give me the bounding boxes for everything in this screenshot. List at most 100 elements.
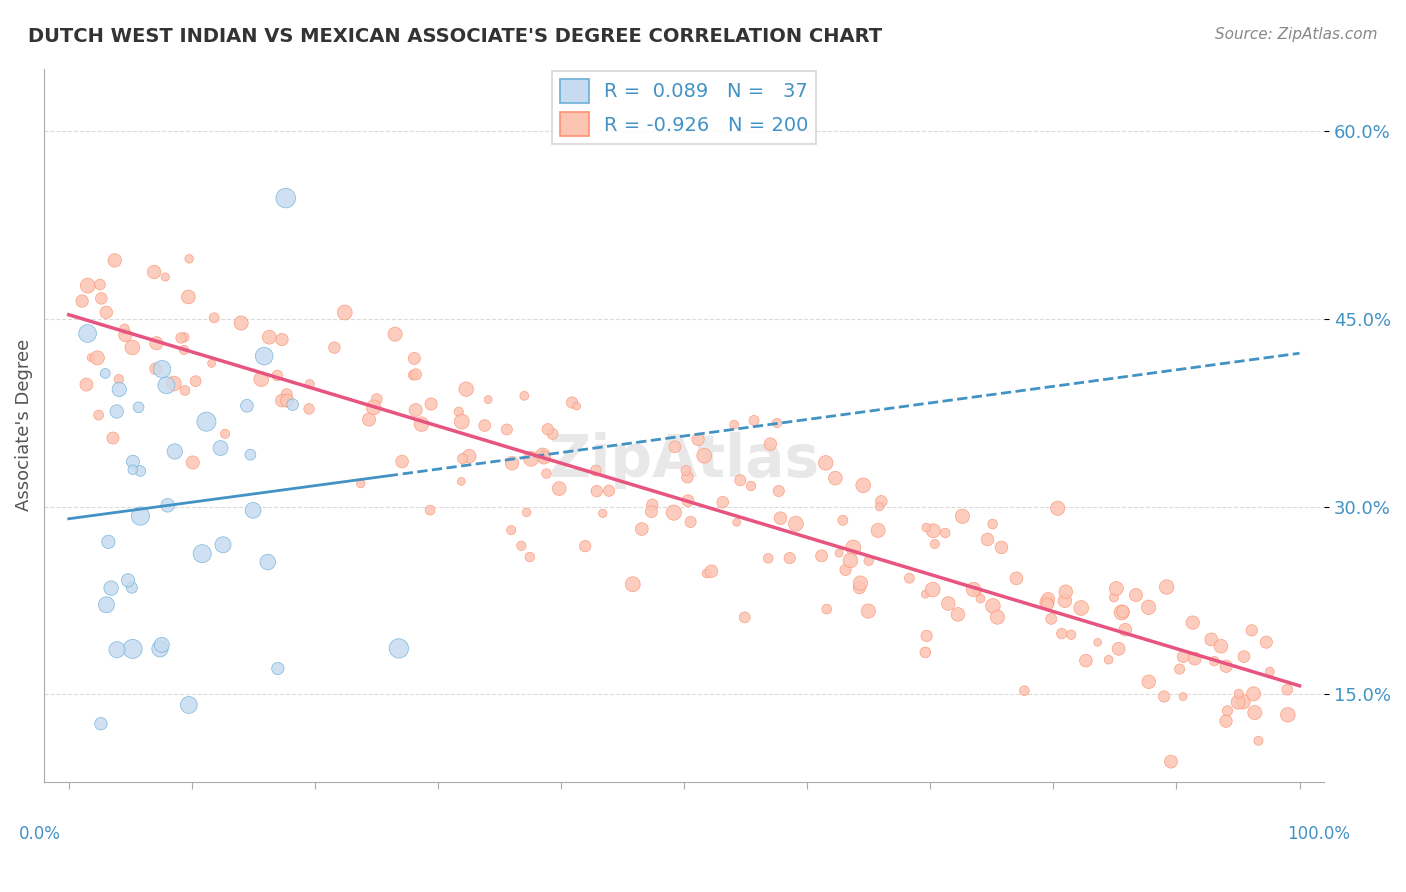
Point [104,253,127,268]
Point [868,524,890,538]
Point [915,629,938,643]
Point [574,539,596,553]
Point [1153,690,1175,704]
Point [969,591,991,606]
Point [585,464,607,478]
Point [725,515,748,529]
Point [1240,624,1263,638]
Point [1036,595,1059,609]
Point [1227,695,1250,709]
Point [824,471,846,485]
Point [76,278,98,293]
Point [565,399,588,413]
Point [200,356,222,370]
Point [100,581,122,595]
Point [766,416,789,430]
Point [212,538,235,552]
Point [501,456,523,470]
Text: Source: ZipAtlas.com: Source: ZipAtlas.com [1215,27,1378,42]
Point [1156,580,1178,594]
Point [155,270,177,285]
Point [1277,707,1299,722]
Point [80,351,103,365]
Point [915,520,938,534]
Point [501,523,523,537]
Point [143,265,166,279]
Point [122,455,145,469]
Point [94,367,117,381]
Point [510,539,533,553]
Point [90,716,112,731]
Point [1040,612,1063,626]
Point [585,484,607,499]
Point [693,449,716,463]
Point [281,398,304,412]
Point [914,645,936,659]
Point [450,415,472,429]
Point [1046,501,1069,516]
Point [184,374,207,388]
Point [662,506,685,520]
Point [981,517,1004,532]
Point [1277,682,1299,697]
Point [537,422,560,436]
Point [117,574,139,588]
Point [779,551,801,566]
Point [173,330,195,344]
Point [405,368,427,382]
Point [1256,635,1278,649]
Point [101,431,124,445]
Point [561,395,583,409]
Point [815,602,838,616]
Point [145,361,167,376]
Point [852,478,875,492]
Text: ZipAtlas: ZipAtlas [548,433,820,490]
Point [173,343,195,357]
Point [1243,687,1265,701]
Point [1247,733,1270,747]
Point [858,554,880,568]
Point [723,417,745,432]
Point [986,610,1008,624]
Point [128,401,150,415]
Point [679,515,702,529]
Point [990,541,1012,555]
Point [150,638,173,652]
Point [129,464,152,478]
Point [1050,626,1073,640]
Legend: R =  0.089   N =   37, R = -0.926   N = 200: R = 0.089 N = 37, R = -0.926 N = 200 [551,71,817,144]
Point [259,330,281,344]
Point [849,576,872,591]
Point [366,392,388,406]
Point [1112,605,1135,619]
Point [1038,591,1060,606]
Point [231,316,253,330]
Point [298,401,321,416]
Point [242,503,264,517]
Point [810,549,832,563]
Point [181,455,204,469]
Point [536,467,558,481]
Point [1070,601,1092,615]
Point [105,404,128,418]
Point [145,336,167,351]
Point [914,587,936,601]
Point [785,516,807,531]
Point [420,397,443,411]
Point [621,577,644,591]
Point [922,524,945,538]
Point [388,641,411,656]
Point [921,582,943,597]
Point [1215,659,1237,673]
Point [1060,628,1083,642]
Point [276,387,298,401]
Point [630,522,652,536]
Point [1232,695,1254,709]
Point [108,372,131,386]
Point [458,449,481,463]
Point [156,498,179,512]
Point [711,495,734,509]
Point [163,376,186,391]
Point [236,399,259,413]
Point [114,322,136,336]
